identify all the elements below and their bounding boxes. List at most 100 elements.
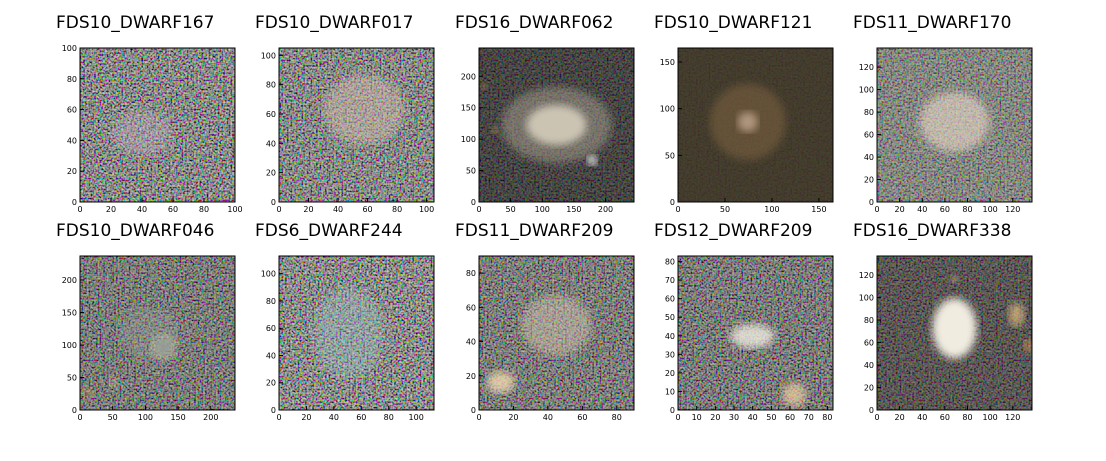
panel-title: FDS10_DWARF017 <box>255 13 413 33</box>
x-tick-label: 0 <box>874 413 879 422</box>
source <box>112 110 172 155</box>
y-tick-label: 80 <box>665 258 675 267</box>
axes-frame <box>677 47 834 203</box>
panel: FDS11_DWARF209 0 20 40 60 80 0 20 40 60 80 <box>455 221 635 422</box>
x-tick-label: 100 <box>409 413 424 422</box>
source <box>1008 302 1025 327</box>
y-tick-label: 30 <box>665 350 675 359</box>
panel-title: FDS11_DWARF209 <box>455 221 613 241</box>
panel: FDS16_DWARF062 0 50 100 150 200 0 50 100 150 200 <box>455 13 635 214</box>
y-tick-label: 100 <box>461 135 476 144</box>
x-tick-label: 100 <box>535 205 550 214</box>
y-tick-label: 60 <box>266 110 276 119</box>
x-tick-label: 200 <box>598 205 613 214</box>
source <box>932 298 977 359</box>
panel: FDS6_DWARF244 0 20 40 60 80 100 0 20 40 60 80 100 <box>255 221 435 422</box>
axes-frame <box>677 255 834 411</box>
x-tick-label: 60 <box>940 205 950 214</box>
y-tick-label: 100 <box>62 44 77 53</box>
y-tick-label: 40 <box>864 153 874 162</box>
source <box>83 387 92 396</box>
y-tick-label: 100 <box>859 294 874 303</box>
x-tick-label: 40 <box>329 413 339 422</box>
image <box>279 256 434 410</box>
x-tick-label: 200 <box>203 413 218 422</box>
image <box>678 256 833 410</box>
source <box>501 87 612 163</box>
y-tick-label: 40 <box>266 351 276 360</box>
panel-title: FDS16_DWARF062 <box>455 13 613 33</box>
y-tick-label: 0 <box>72 198 77 207</box>
x-tick-label: 80 <box>822 413 832 422</box>
panel: FDS10_DWARF121 0 50 100 150 0 50 100 150 <box>654 13 834 214</box>
x-tick-label: 0 <box>77 413 82 422</box>
axes-frame <box>278 47 435 203</box>
y-tick-label: 0 <box>72 406 77 415</box>
panel: FDS10_DWARF017 0 20 40 60 80 100 0 20 40 60 80 100 <box>255 13 435 214</box>
source <box>480 83 487 90</box>
panel-title: FDS10_DWARF121 <box>654 13 812 33</box>
y-tick-label: 150 <box>62 309 77 318</box>
y-tick-label: 60 <box>466 303 476 312</box>
image <box>80 256 235 410</box>
source <box>521 295 592 356</box>
y-tick-label: 150 <box>660 58 675 67</box>
x-tick-label: 50 <box>766 413 776 422</box>
y-tick-label: 40 <box>67 136 77 145</box>
x-tick-label: 120 <box>1005 205 1020 214</box>
x-tick-label: 0 <box>476 413 481 422</box>
x-tick-label: 0 <box>276 413 281 422</box>
source <box>730 324 775 349</box>
x-tick-label: 50 <box>108 413 118 422</box>
x-tick-label: 120 <box>1005 413 1020 422</box>
x-tick-label: 0 <box>476 205 481 214</box>
image <box>80 48 235 202</box>
x-tick-label: 80 <box>962 205 972 214</box>
image <box>877 256 1032 410</box>
y-tick-label: 20 <box>864 176 874 185</box>
y-tick-label: 40 <box>864 361 874 370</box>
y-tick-label: 20 <box>266 379 276 388</box>
y-tick-label: 60 <box>665 295 675 304</box>
y-tick-label: 40 <box>665 332 675 341</box>
y-tick-label: 0 <box>670 198 675 207</box>
x-tick-label: 20 <box>301 413 311 422</box>
y-tick-label: 60 <box>67 106 77 115</box>
x-tick-label: 50 <box>506 205 516 214</box>
y-tick-label: 100 <box>62 341 77 350</box>
y-tick-label: 40 <box>266 139 276 148</box>
x-tick-label: 20 <box>895 205 905 214</box>
y-tick-label: 20 <box>67 167 77 176</box>
panel: FDS12_DWARF209 0 10 20 30 40 50 60 70 80 0 10 20 30 40… <box>654 221 834 422</box>
x-tick-label: 20 <box>106 205 116 214</box>
axes-frame <box>478 255 635 411</box>
source <box>313 288 384 378</box>
y-tick-label: 20 <box>266 169 276 178</box>
source <box>1023 339 1032 352</box>
x-tick-label: 50 <box>720 205 730 214</box>
x-tick-label: 150 <box>811 205 826 214</box>
panel: FDS10_DWARF167 0 20 40 60 80 100 0 20 40 60 80 100 <box>56 13 243 214</box>
y-tick-label: 120 <box>859 63 874 72</box>
y-tick-label: 60 <box>266 324 276 333</box>
y-tick-label: 150 <box>461 104 476 113</box>
x-tick-label: 20 <box>303 205 313 214</box>
x-tick-label: 100 <box>982 413 997 422</box>
x-tick-label: 60 <box>362 205 372 214</box>
x-tick-label: 0 <box>675 413 680 422</box>
y-tick-label: 100 <box>859 86 874 95</box>
y-tick-label: 0 <box>869 198 874 207</box>
x-tick-label: 80 <box>612 413 622 422</box>
y-tick-label: 0 <box>670 406 675 415</box>
source <box>119 307 180 359</box>
x-tick-label: 60 <box>356 413 366 422</box>
x-tick-label: 40 <box>333 205 343 214</box>
x-tick-label: 150 <box>566 205 581 214</box>
x-tick-label: 40 <box>543 413 553 422</box>
x-tick-label: 70 <box>804 413 814 422</box>
axes-frame <box>478 47 635 203</box>
y-tick-label: 60 <box>864 339 874 348</box>
axes-frame <box>79 255 236 411</box>
y-tick-label: 80 <box>864 316 874 325</box>
